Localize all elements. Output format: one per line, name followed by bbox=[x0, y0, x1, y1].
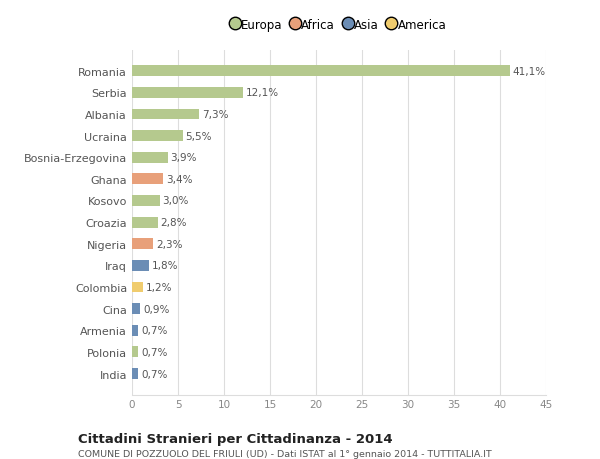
Bar bbox=[132, 347, 139, 358]
Bar bbox=[132, 239, 153, 250]
Text: 5,5%: 5,5% bbox=[185, 131, 212, 141]
Bar bbox=[132, 303, 140, 314]
Text: 1,8%: 1,8% bbox=[151, 261, 178, 271]
Text: 3,4%: 3,4% bbox=[166, 174, 193, 185]
Text: 0,7%: 0,7% bbox=[141, 347, 167, 357]
Text: 1,2%: 1,2% bbox=[146, 282, 172, 292]
Bar bbox=[132, 66, 510, 77]
Text: 2,3%: 2,3% bbox=[156, 239, 182, 249]
Text: 0,7%: 0,7% bbox=[141, 325, 167, 336]
Bar bbox=[132, 368, 139, 379]
Text: 2,8%: 2,8% bbox=[161, 218, 187, 228]
Bar bbox=[132, 325, 139, 336]
Text: 3,0%: 3,0% bbox=[163, 196, 189, 206]
Bar bbox=[132, 131, 182, 142]
Bar bbox=[132, 282, 143, 293]
Bar bbox=[132, 196, 160, 207]
Bar bbox=[132, 152, 168, 163]
Bar bbox=[132, 174, 163, 185]
Text: 41,1%: 41,1% bbox=[513, 67, 546, 77]
Text: 3,9%: 3,9% bbox=[170, 153, 197, 163]
Text: 0,7%: 0,7% bbox=[141, 369, 167, 379]
Text: 12,1%: 12,1% bbox=[246, 88, 279, 98]
Text: 0,9%: 0,9% bbox=[143, 304, 169, 314]
Bar bbox=[132, 260, 149, 271]
Legend: Europa, Africa, Asia, America: Europa, Africa, Asia, America bbox=[228, 15, 450, 35]
Text: Cittadini Stranieri per Cittadinanza - 2014: Cittadini Stranieri per Cittadinanza - 2… bbox=[78, 432, 392, 445]
Bar bbox=[132, 217, 158, 228]
Text: 7,3%: 7,3% bbox=[202, 110, 229, 120]
Bar bbox=[132, 109, 199, 120]
Bar bbox=[132, 88, 244, 99]
Text: COMUNE DI POZZUOLO DEL FRIULI (UD) - Dati ISTAT al 1° gennaio 2014 - TUTTITALIA.: COMUNE DI POZZUOLO DEL FRIULI (UD) - Dat… bbox=[78, 449, 492, 458]
